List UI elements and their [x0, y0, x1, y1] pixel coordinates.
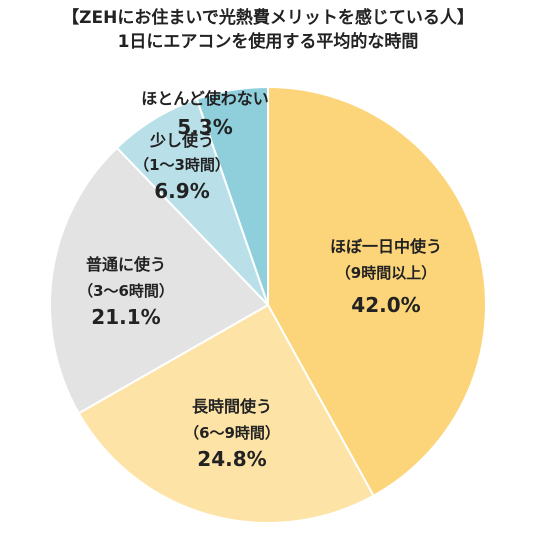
chart-title-line-2: 1日にエアコンを使用する平均的な時間 [117, 32, 419, 52]
slice-sublabel-1: （9時間以上） [336, 264, 436, 282]
slice-label-4: 少し使う [149, 131, 214, 150]
slice-label-3: 普通に使う [86, 255, 166, 274]
slice-value-1: 42.0% [351, 293, 420, 317]
pie-slice-3 [49, 146, 270, 415]
pie-slices [49, 85, 488, 525]
pie-slice-1 [267, 85, 488, 498]
slice-value-3: 21.1% [91, 305, 160, 329]
chart-title: 【ZEHにお住まいで光熱費メリットを感じている人】 1日にエアコンを使用する平均… [0, 6, 536, 54]
slice-label-2: 長時間使う [192, 397, 272, 416]
slice-sublabel-3: （3～6時間） [78, 282, 174, 300]
slice-label-1: ほぼ一日中使う [330, 237, 442, 256]
slice-value-5: 5.3% [177, 115, 232, 139]
pie-labels: ほぼ一日中使う （9時間以上） 42.0% 長時間使う （6～9時間） 24.8% 普通に使… [78, 89, 442, 471]
chart-title-line-1: 【ZEHにお住まいで光熱費メリットを感じている人】 [62, 8, 474, 28]
pie-slice-5 [195, 85, 269, 306]
slice-value-2: 24.8% [197, 447, 266, 471]
slice-label-5: ほとんど使わない [141, 89, 269, 108]
pie-slice-2 [77, 303, 375, 525]
slice-sublabel-2: （6～9時間） [184, 424, 280, 442]
slice-value-4: 6.9% [154, 179, 209, 203]
slice-sublabel-4: （1～3時間） [134, 156, 230, 174]
